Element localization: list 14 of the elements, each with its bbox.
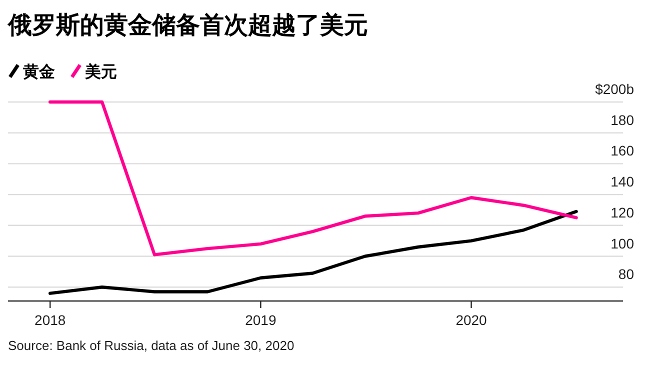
- x-tick-label: 2020: [456, 312, 488, 328]
- source-note: Source: Bank of Russia, data as of June 30, 2020: [8, 338, 294, 353]
- x-tick-label: 2019: [245, 312, 276, 328]
- y-tick-label: 100: [610, 235, 634, 252]
- y-tick-label: 140: [610, 174, 634, 190]
- chart-title: 俄罗斯的黄金储备首次超越了美元: [7, 11, 368, 39]
- legend-label: 黄金: [22, 63, 55, 81]
- y-tick-label: $200b: [595, 81, 634, 97]
- y-tick-label: 80: [618, 266, 634, 282]
- legend-label: 美元: [84, 62, 117, 81]
- y-tick-label: 120: [610, 204, 634, 220]
- y-tick-label: 180: [610, 112, 634, 128]
- x-tick-label: 2018: [34, 312, 66, 328]
- y-tick-label: 160: [610, 142, 634, 159]
